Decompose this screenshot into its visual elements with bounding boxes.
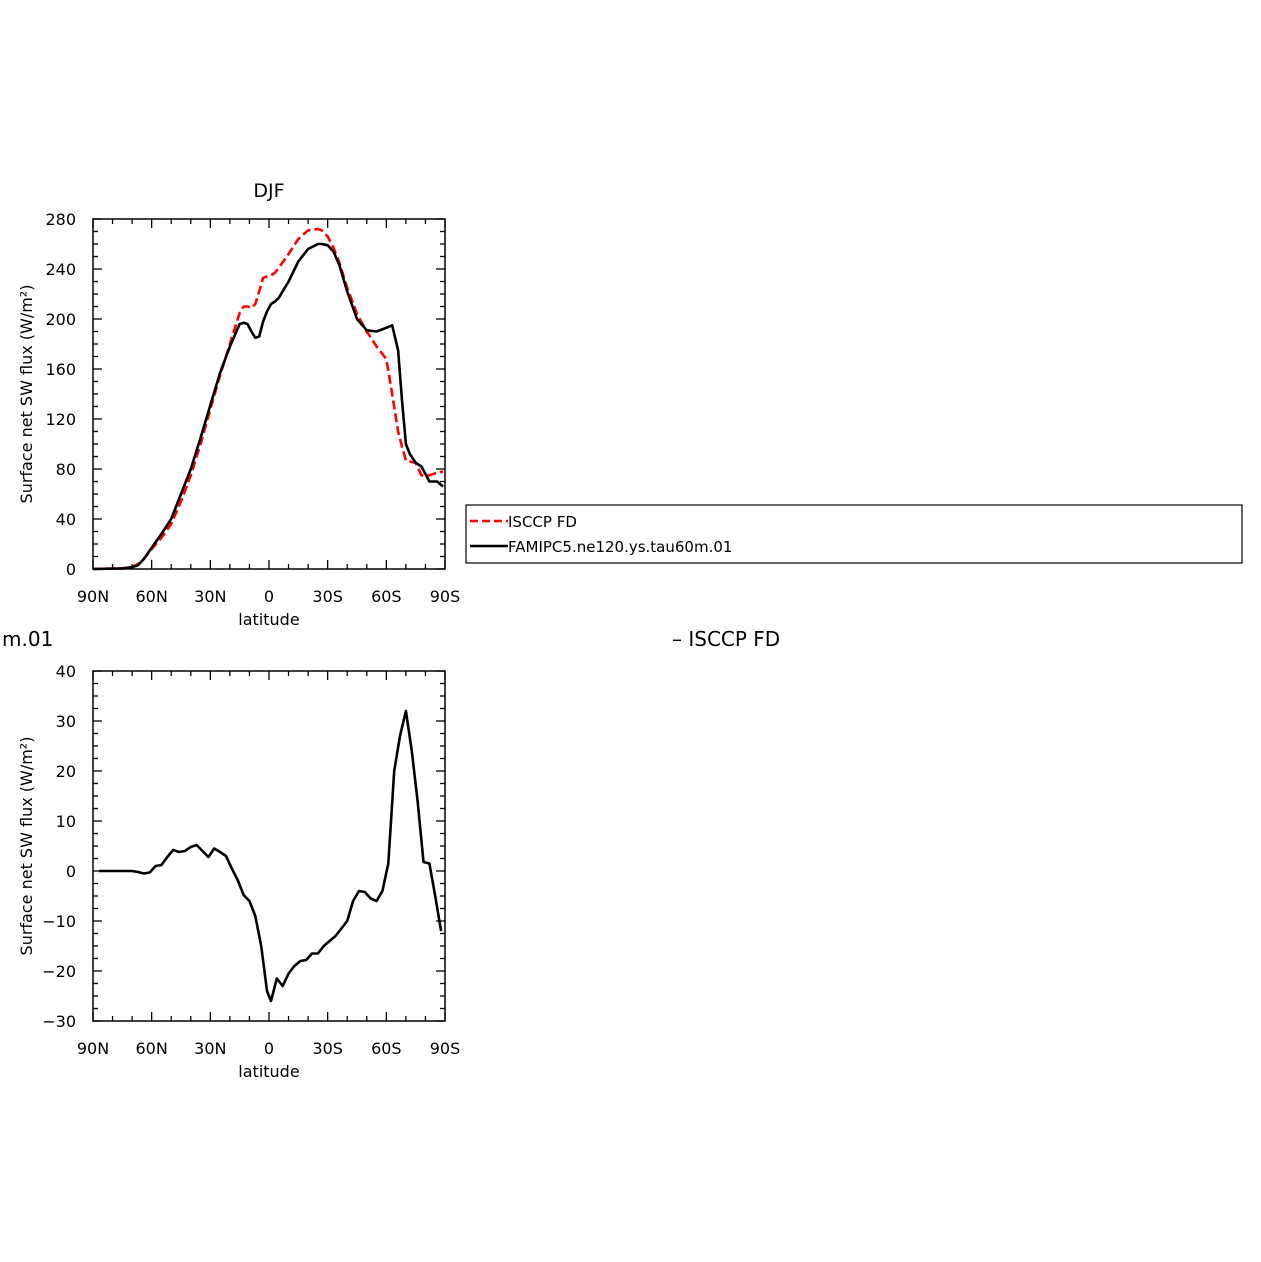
bottom-x-tick-label: 30S — [312, 1039, 343, 1058]
legend-label-isccp: ISCCP FD — [508, 513, 577, 531]
top-y-tick-label: 160 — [45, 360, 76, 379]
top-y-tick-label: 40 — [56, 510, 76, 529]
bottom-x-tick-label: 60N — [136, 1039, 168, 1058]
legend-label-model: FAMIPC5.ne120.ys.tau60m.01 — [508, 538, 732, 556]
top-axis-ticks: 90N 60N 30N 0 30S 60S 90S 0 40 80 120 160 200 240 280 — [45, 210, 460, 606]
bottom-x-tick-label: 60S — [371, 1039, 402, 1058]
bottom-y-tick-label: −30 — [42, 1012, 76, 1031]
bottom-y-tick-label: 0 — [66, 862, 76, 881]
top-x-tick-label: 60S — [371, 587, 402, 606]
top-y-tick-label: 200 — [45, 310, 76, 329]
top-y-tick-label: 120 — [45, 410, 76, 429]
top-chart-panel: DJF 90N 60N 30N 0 30S 60S 90S 0 40 80 120 160 200 240… — [17, 180, 460, 629]
top-x-axis-title: latitude — [238, 610, 299, 629]
bottom-y-tick-label: −10 — [42, 912, 76, 931]
top-y-tick-label: 0 — [66, 560, 76, 579]
top-x-tick-label: 30S — [312, 587, 343, 606]
top-y-tick-label: 80 — [56, 460, 76, 479]
top-x-tick-label: 90S — [430, 587, 461, 606]
bottom-y-tick-label: 20 — [56, 762, 76, 781]
bottom-x-tick-label: 90S — [430, 1039, 461, 1058]
top-x-tick-label: 0 — [264, 587, 274, 606]
bottom-x-tick-label: 0 — [264, 1039, 274, 1058]
top-chart-title: DJF — [253, 180, 284, 202]
top-y-tick-label: 240 — [45, 260, 76, 279]
top-series-line-isccp-fd — [92, 227, 444, 571]
bottom-y-tick-label: 40 — [56, 662, 76, 681]
clipped-title-fragment-left: m.01 — [2, 627, 53, 651]
bottom-y-tick-label: 30 — [56, 712, 76, 731]
bottom-y-tick-label: −20 — [42, 962, 76, 981]
bottom-axis-ticks: 90N 60N 30N 0 30S 60S 90S −30 −20 −10 0 10 20 30 40 — [42, 662, 460, 1058]
legend-box — [465, 504, 1243, 564]
bottom-x-tick-label: 30N — [194, 1039, 226, 1058]
bottom-x-tick-label: 90N — [77, 1039, 109, 1058]
clipped-title-fragment-right: – ISCCP FD — [672, 627, 780, 651]
top-x-tick-label: 30N — [194, 587, 226, 606]
bottom-chart-panel: 90N 60N 30N 0 30S 60S 90S −30 −20 −10 0 10 20 30 40 la… — [17, 662, 460, 1081]
bottom-plot-frame — [92, 670, 446, 1022]
bottom-y-tick-label: 10 — [56, 812, 76, 831]
bottom-series-line-0 — [98, 709, 443, 1003]
top-y-tick-label: 280 — [45, 210, 76, 229]
top-series-line-famipc5-ne120-ys-tau60m-01 — [92, 242, 444, 571]
bottom-y-axis-title: Surface net SW flux (W/m²) — [17, 737, 36, 956]
top-x-tick-label: 90N — [77, 587, 109, 606]
legend: ISCCP FD FAMIPC5.ne120.ys.tau60m.01 — [465, 504, 1243, 564]
bottom-x-axis-title: latitude — [238, 1062, 299, 1081]
top-x-tick-label: 60N — [136, 587, 168, 606]
top-y-axis-title: Surface net SW flux (W/m²) — [17, 285, 36, 504]
